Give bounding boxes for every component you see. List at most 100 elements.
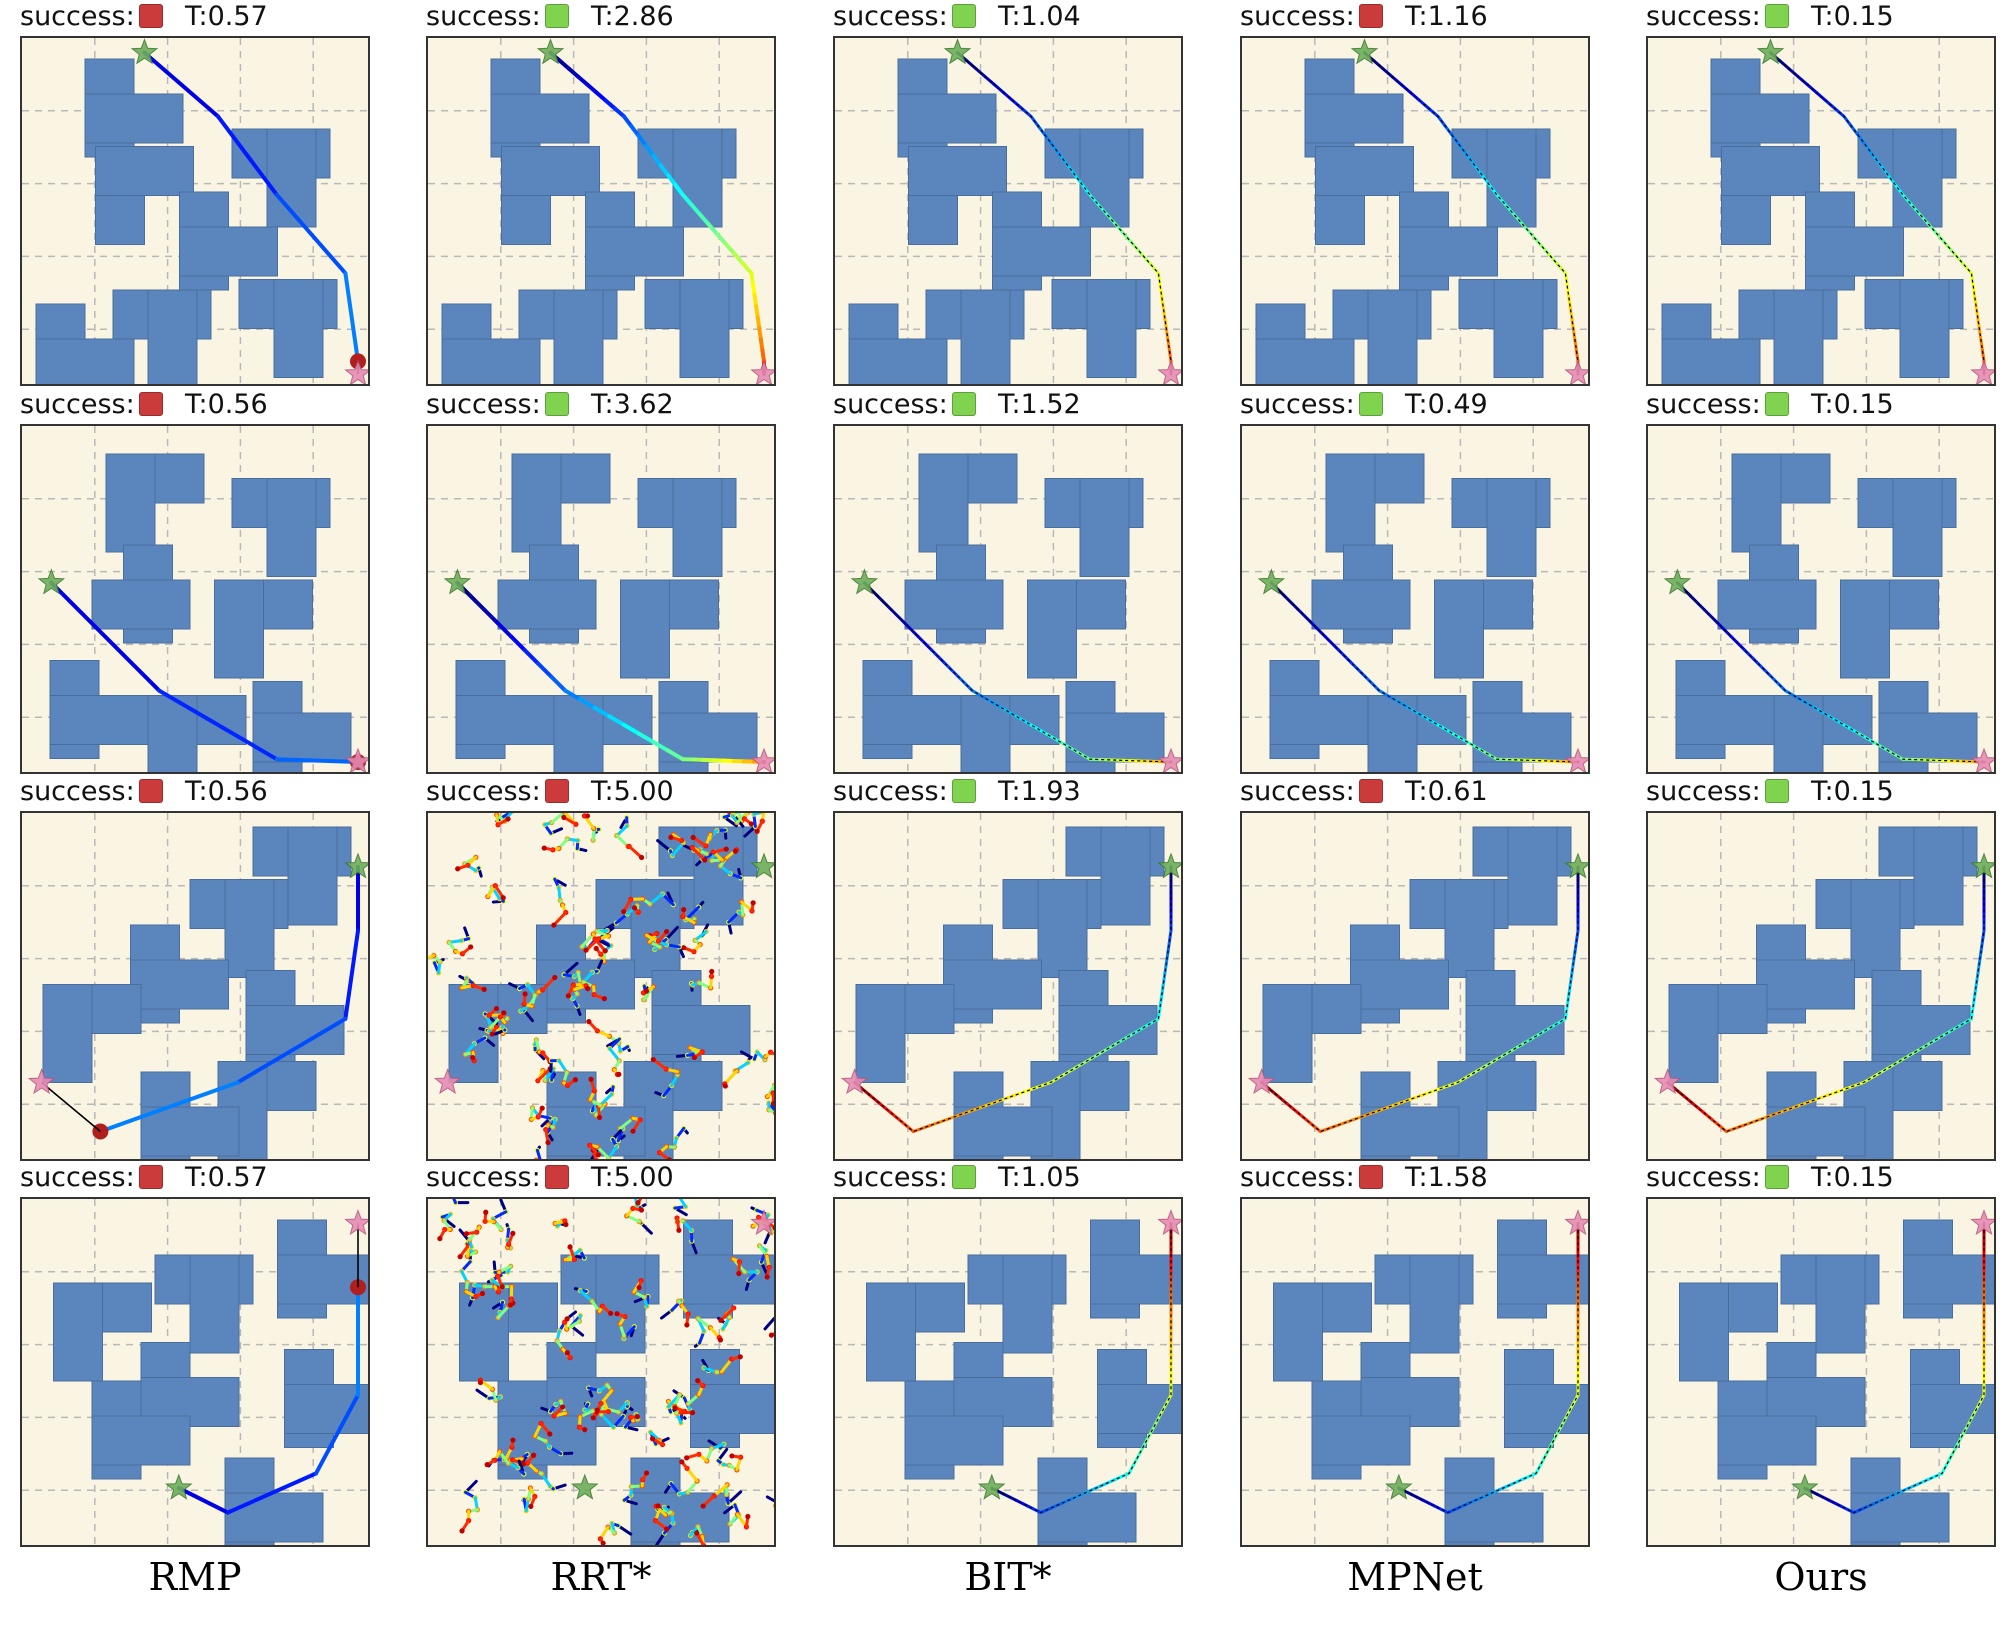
obstacle-block bbox=[1315, 146, 1414, 196]
planning-time: T:0.15 bbox=[1811, 389, 1894, 420]
start-star-icon bbox=[571, 1473, 599, 1500]
environment-plot bbox=[20, 36, 370, 386]
planned-path bbox=[437, 1199, 774, 1545]
success-indicator-green bbox=[1764, 779, 1789, 803]
environment-plot bbox=[1646, 424, 1996, 774]
obstacle-block bbox=[1766, 1106, 1866, 1157]
obstacle-block bbox=[1304, 93, 1404, 144]
success-indicator-green bbox=[1764, 392, 1789, 416]
obstacle-block bbox=[511, 453, 562, 553]
obstacle-block bbox=[1850, 1492, 1950, 1543]
obstacle-block bbox=[848, 338, 948, 384]
obstacle-block bbox=[992, 226, 1091, 277]
success-label: success: bbox=[833, 389, 948, 420]
obstacle-block bbox=[84, 93, 184, 144]
start-star-icon bbox=[978, 1473, 1006, 1500]
panel-rrt-row2: success: T:3.62 bbox=[426, 390, 776, 774]
start-star-icon bbox=[37, 568, 66, 595]
obstacles bbox=[49, 453, 352, 772]
plot-canvas bbox=[1648, 1199, 1994, 1545]
goal-star-icon bbox=[1157, 747, 1181, 772]
goal-star-icon bbox=[1247, 1068, 1276, 1095]
panel-ours-row3: success: T:0.15 bbox=[1646, 777, 1996, 1161]
obstacle-block bbox=[1840, 579, 1890, 679]
obstacle-block bbox=[960, 289, 1011, 384]
obstacle-block bbox=[908, 146, 1007, 196]
goal-star-icon bbox=[1564, 1209, 1588, 1236]
planning-time: T:0.56 bbox=[185, 776, 268, 807]
success-indicator-green bbox=[544, 392, 569, 416]
obstacle-block bbox=[42, 984, 93, 1083]
obstacle-block bbox=[1360, 1106, 1460, 1157]
planned-path bbox=[176, 1223, 366, 1515]
planning-time: T:0.57 bbox=[185, 1162, 268, 1193]
plot-canvas bbox=[835, 426, 1181, 772]
planned-path bbox=[1803, 1222, 1986, 1515]
success-label: success: bbox=[833, 776, 948, 807]
success-label: success: bbox=[1240, 1162, 1355, 1193]
start-star-icon bbox=[165, 1473, 193, 1500]
obstacle-block bbox=[1507, 826, 1558, 926]
obstacle-block bbox=[35, 338, 135, 384]
obstacle-block bbox=[630, 879, 681, 978]
success-label: success: bbox=[1240, 776, 1355, 807]
obstacle-block bbox=[91, 579, 191, 630]
success-label: success: bbox=[1240, 389, 1355, 420]
obstacle-block bbox=[1100, 826, 1151, 926]
planned-path bbox=[853, 865, 1173, 1133]
success-label: success: bbox=[20, 1162, 135, 1193]
obstacles bbox=[1269, 453, 1572, 772]
environment-plot bbox=[426, 424, 776, 774]
success-label: success: bbox=[1646, 389, 1761, 420]
success-label: success: bbox=[426, 389, 541, 420]
obstacle-block bbox=[1409, 1254, 1460, 1354]
failure-indicator-red bbox=[138, 4, 163, 28]
environment-plot bbox=[20, 424, 370, 774]
planning-time: T:1.04 bbox=[998, 1, 1081, 32]
panel-ours-row2: success: T:0.15 bbox=[1646, 390, 1996, 774]
success-label: success: bbox=[1240, 1, 1355, 32]
obstacles bbox=[35, 58, 338, 384]
start-star-icon bbox=[850, 568, 879, 595]
planned-path bbox=[455, 580, 766, 764]
obstacle-block bbox=[140, 1106, 240, 1157]
obstacle-block bbox=[1444, 1492, 1544, 1543]
obstacle-block bbox=[1311, 1415, 1411, 1466]
obstacle-block bbox=[1675, 695, 1775, 745]
start-star-icon bbox=[1350, 38, 1379, 65]
goal-star-icon bbox=[1564, 359, 1588, 384]
success-label: success: bbox=[426, 776, 541, 807]
obstacle-block bbox=[455, 695, 555, 745]
obstacle-block bbox=[1710, 93, 1810, 144]
planned-path bbox=[428, 813, 774, 1159]
obstacles bbox=[441, 58, 744, 384]
environment-plot bbox=[1646, 811, 1996, 1161]
column-label-rrt: RRT* bbox=[550, 1555, 652, 1599]
goal-star-icon bbox=[1970, 747, 1994, 772]
obstacle-block bbox=[490, 93, 590, 144]
success-label: success: bbox=[833, 1, 948, 32]
column-label-rmp: RMP bbox=[148, 1555, 242, 1599]
obstacles bbox=[1679, 1219, 1994, 1545]
planning-time: T:2.86 bbox=[591, 1, 674, 32]
obstacle-block bbox=[1756, 959, 1855, 1010]
panel-mpnet-row2: success: T:0.49 bbox=[1240, 390, 1590, 774]
plot-canvas bbox=[835, 1199, 1181, 1545]
goal-star-icon bbox=[840, 1068, 869, 1095]
panel-header: success: T:0.15 bbox=[1646, 1163, 1996, 1193]
planning-time: T:1.52 bbox=[998, 389, 1081, 420]
obstacle-block bbox=[1493, 279, 1544, 378]
obstacle-block bbox=[595, 1254, 646, 1354]
obstacle-block bbox=[1079, 478, 1130, 577]
obstacles bbox=[1675, 453, 1978, 772]
obstacle-block bbox=[630, 1492, 730, 1543]
planning-time: T:0.15 bbox=[1811, 776, 1894, 807]
obstacle-block bbox=[287, 826, 338, 926]
panel-rrt-row4: success: T:5.00 bbox=[426, 1163, 776, 1547]
planning-time: T:5.00 bbox=[591, 776, 674, 807]
obstacle-block bbox=[1892, 478, 1943, 577]
obstacle-block bbox=[1661, 338, 1761, 384]
obstacle-block bbox=[620, 579, 670, 679]
obstacles bbox=[42, 826, 352, 1159]
plot-canvas bbox=[22, 426, 368, 772]
